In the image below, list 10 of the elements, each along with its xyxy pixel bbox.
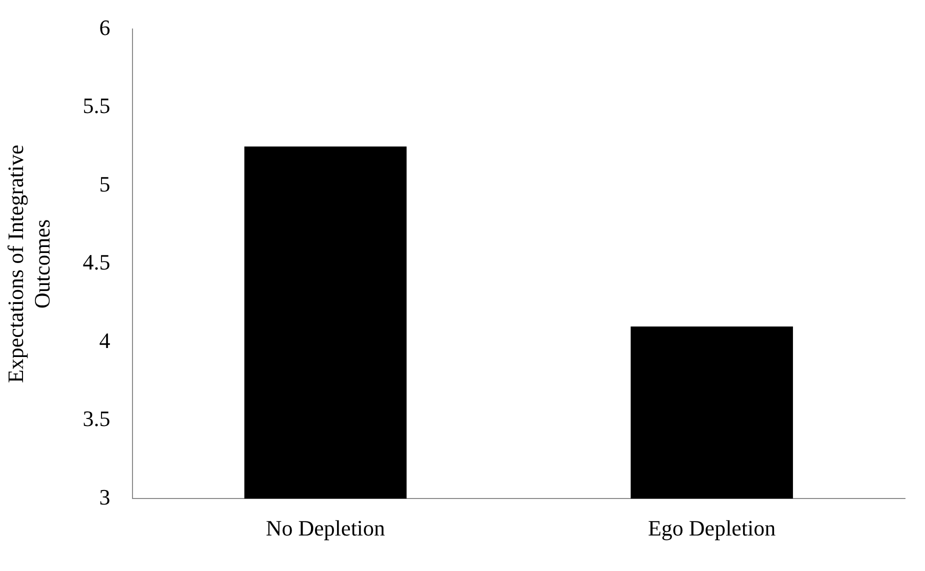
- y-tick-label: 3: [99, 484, 110, 510]
- y-tick-label: 4: [99, 328, 110, 353]
- y-axis-title: Expectations of Integrative Outcomes: [2, 144, 54, 384]
- y-tick-label: 3.5: [82, 406, 110, 432]
- x-tick-label: No Depletion: [266, 516, 386, 541]
- y-tick-label: 5: [99, 171, 110, 196]
- y-tick-label: 5.5: [82, 93, 110, 118]
- x-tick-label: Ego Depletion: [648, 516, 776, 541]
- y-tick-label: 4.5: [82, 250, 110, 275]
- y-tick-label: 6: [99, 14, 110, 40]
